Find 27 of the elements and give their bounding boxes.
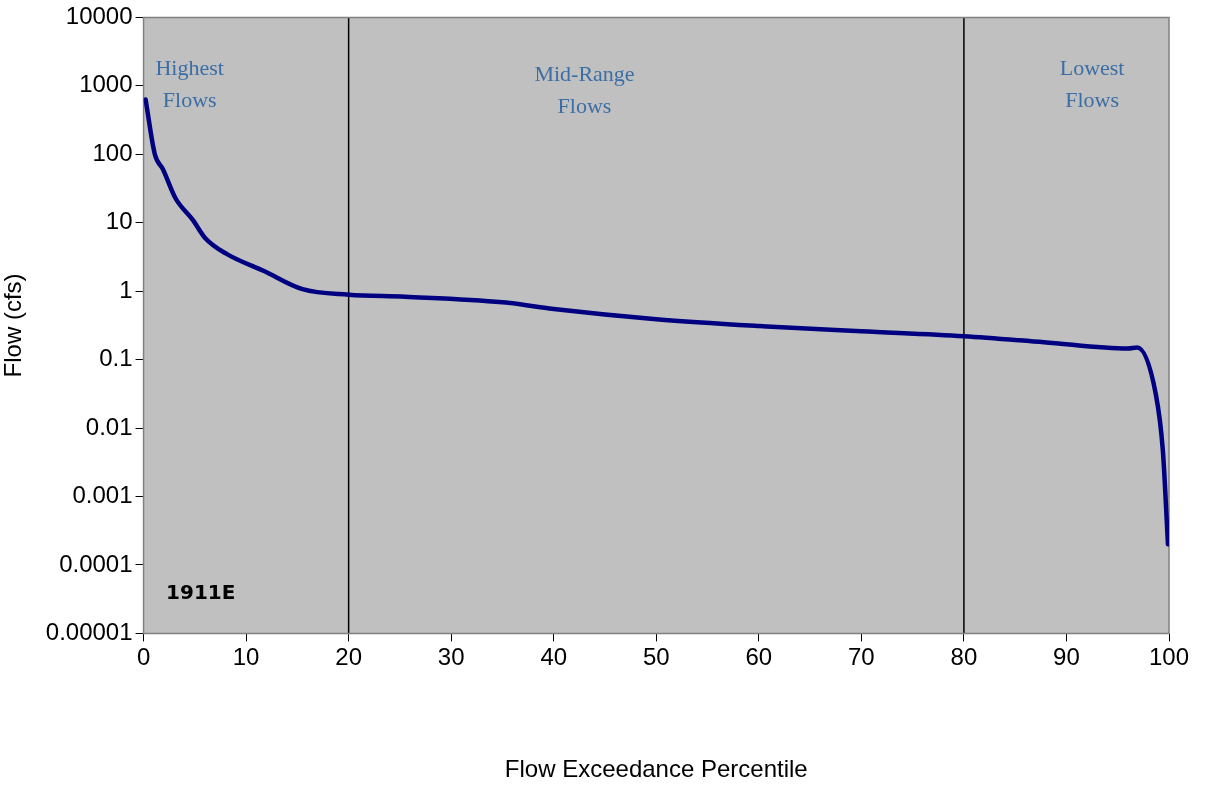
x-tick-label: 30 <box>437 643 465 671</box>
annotation: Highest Flows <box>155 54 224 112</box>
x-tick-label: 70 <box>848 643 875 671</box>
y-tick-label: 0.00001 <box>45 618 133 646</box>
annotation: Lowest Flows <box>1059 54 1125 112</box>
y-tick-label: 0.01 <box>85 412 133 440</box>
y-tick-label: 10000 <box>65 2 133 30</box>
x-tick-label: 90 <box>1053 643 1080 671</box>
y-tick-label: 0.1 <box>99 344 133 372</box>
y-tick-label: 0.001 <box>72 481 133 509</box>
y-tick-label: 1 <box>119 275 133 303</box>
annotation: Mid-Range Flows <box>534 61 635 119</box>
annotation: 1911E <box>166 579 236 604</box>
x-tick-label: 100 <box>1148 643 1190 671</box>
y-tick-label: 0.0001 <box>59 549 133 577</box>
y-tick-label: 10 <box>105 207 133 235</box>
x-tick-label: 40 <box>540 643 568 671</box>
x-tick-label: 10 <box>232 643 260 671</box>
y-tick-label: 1000 <box>79 70 133 98</box>
y-tick-label: 100 <box>92 138 133 166</box>
x-tick-label: 0 <box>136 643 151 671</box>
x-tick-label: 20 <box>335 643 362 671</box>
x-axis-title: Flow Exceedance Percentile <box>504 755 808 783</box>
x-tick-label: 80 <box>950 643 978 671</box>
y-axis-title: Flow (cfs) <box>0 273 27 378</box>
x-tick-label: 50 <box>642 643 670 671</box>
x-tick-label: 60 <box>745 643 773 671</box>
